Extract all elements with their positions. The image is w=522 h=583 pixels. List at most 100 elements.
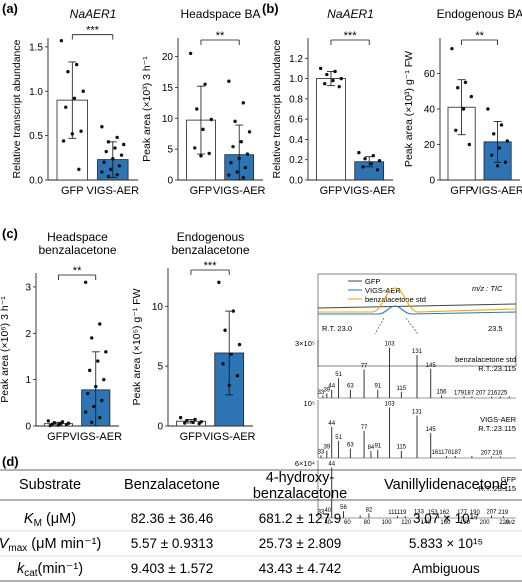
trace-std: [318, 287, 517, 313]
data-point: [106, 174, 111, 179]
data-point: [245, 152, 250, 156]
y-tick-label: 0.5: [29, 131, 43, 142]
data-point: [363, 157, 367, 161]
table-header-cell: Vanillylidenacetone: [384, 477, 508, 493]
y-tick-label: 10: [152, 302, 164, 313]
data-point: [499, 123, 504, 127]
data-point: [193, 417, 197, 422]
data-point: [111, 157, 115, 161]
peak-label: 84: [368, 445, 375, 451]
data-point: [195, 107, 199, 111]
data-point: [223, 328, 227, 332]
data-point: [333, 69, 337, 74]
category-label: VIGS-AER: [69, 431, 122, 443]
y-tick-label: 10: [162, 114, 174, 125]
y-tick-label: 40: [424, 105, 436, 116]
data-point: [70, 132, 75, 136]
spectrum-scale: 6×10⁴: [295, 459, 315, 468]
peak-label: 161170187: [432, 450, 462, 456]
data-point: [237, 156, 241, 161]
chart-a2: Headspace BA 0 5 10 15 20 Peak area (×10³) 3 h…: [141, 7, 266, 197]
table-cell: 43.43 ± 4.742: [259, 561, 341, 576]
ms-tick-label: 160: [440, 520, 451, 526]
category-label: GFP: [320, 185, 343, 197]
trace-gfp: [317, 303, 517, 309]
data-point: [247, 130, 252, 134]
y-axis-label: Peak area (×10³) 3 h⁻¹: [141, 56, 153, 162]
table-cell: 82.36 ± 36.46: [131, 511, 213, 526]
category-label: VIGS-AER: [471, 185, 522, 197]
data-point: [85, 391, 90, 396]
panel-label-a: (a): [2, 1, 18, 16]
data-point: [456, 86, 460, 90]
data-point: [185, 418, 189, 423]
data-point: [231, 309, 236, 313]
peak-label: 39: [323, 387, 330, 393]
y-tick-label: 20: [424, 140, 436, 151]
data-point: [331, 78, 335, 83]
table-cell: 5.833 × 10¹⁵: [409, 536, 483, 551]
peak-label: 207: [486, 509, 497, 515]
rt-end: 23.5: [488, 324, 503, 333]
category-label: GFP: [61, 185, 84, 197]
data-point: [231, 144, 235, 149]
bar-charts: NaAER1 0.0 0.5 1.0 1.5 Relative transcript ab…: [0, 7, 522, 443]
ms-tick-label: 120: [401, 520, 412, 526]
data-point: [229, 352, 233, 356]
table-header-cell: Benzalacetone: [124, 477, 220, 493]
data-point: [117, 164, 122, 168]
data-point: [199, 154, 203, 158]
panel-label-d: (d): [2, 454, 19, 469]
data-point: [469, 94, 474, 99]
category-label: VIGS-AER: [87, 185, 140, 197]
peak-label: 51: [335, 372, 342, 378]
data-point: [209, 117, 213, 122]
chart-title: Endogenous: [177, 230, 244, 244]
data-point: [454, 128, 458, 132]
data-point: [235, 170, 239, 174]
data-point: [233, 119, 237, 124]
y-axis-label: Relative transcript abundance: [271, 39, 283, 178]
category-label: GFP: [190, 185, 213, 197]
data-point: [237, 342, 242, 347]
ms-tick-label: 220: [499, 520, 510, 526]
significance-label: ***: [204, 260, 218, 272]
peak-label: 91: [374, 384, 381, 390]
ms-tick-label: 100: [382, 520, 393, 526]
table-cell: 681.2 ± 127.9: [259, 511, 341, 526]
spectrum-name: VIGS-AER: [480, 415, 516, 424]
data-point: [227, 383, 231, 388]
ms-tick-label: 140: [421, 520, 432, 526]
peak-label: 33: [318, 509, 325, 515]
data-point: [377, 159, 382, 163]
panel-label-c: (c): [2, 226, 18, 241]
chart-title: benzalacetone: [171, 243, 249, 257]
data-point: [98, 322, 102, 326]
data-point: [375, 168, 380, 172]
y-tick-label: 2: [25, 329, 31, 340]
y-axis-label: Peak area (×10⁵) g⁻¹ FW: [131, 288, 143, 405]
significance-label: **: [216, 30, 225, 42]
peak-label: 177: [457, 510, 468, 516]
data-point: [235, 374, 240, 378]
peak-label: 111119: [388, 510, 407, 516]
data-point: [59, 38, 64, 43]
ms-tick-label: 200: [480, 520, 491, 526]
chromatogram-panel: GFP VIGS-AER benzalacetone std m/z : TIC…: [317, 273, 517, 367]
data-point: [191, 420, 195, 425]
ms-tick-label: 40: [324, 520, 331, 526]
data-point: [102, 377, 106, 382]
significance-label: **: [475, 30, 484, 42]
y-tick-label: 0.2: [289, 155, 303, 166]
peak-marker-right: [405, 317, 419, 335]
y-axis-label: Peak area (×10³) g⁻¹ FW: [403, 51, 415, 167]
spectrum-rt: R.T.:23.115: [478, 484, 516, 493]
data-point: [72, 96, 77, 101]
data-point: [96, 359, 100, 363]
peak-label: 133: [414, 509, 425, 515]
y-tick-label: 0.0: [289, 176, 303, 187]
